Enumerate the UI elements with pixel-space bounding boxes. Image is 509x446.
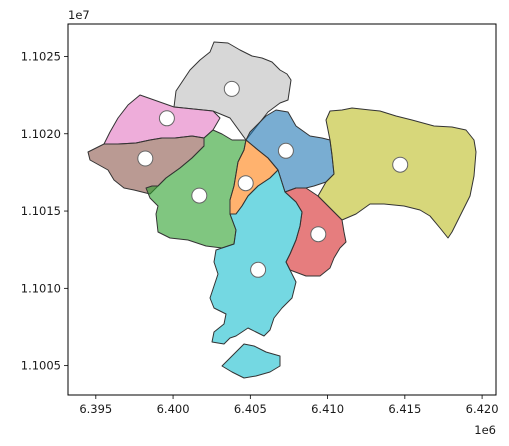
centroids-layer [137, 80, 409, 278]
plot-frame [67, 23, 497, 396]
y-tick-label: 1.1020 [21, 127, 61, 141]
centroid-marker-5 [137, 150, 154, 167]
x-tick-label: 6.420 [466, 402, 499, 416]
x-tick-label: 6.415 [388, 402, 421, 416]
x-tick-label: 6.405 [234, 402, 267, 416]
centroid-marker-3 [277, 142, 294, 159]
y-tick-label: 1.1005 [21, 359, 61, 373]
x-tick-label: 6.410 [311, 402, 344, 416]
y-axis: 1.1005 1.1010 1.1015 1.1020 1.1025 [21, 49, 68, 373]
centroid-marker-8 [310, 226, 327, 243]
centroid-marker-1 [223, 80, 240, 97]
x-tick-label: 6.395 [79, 402, 112, 416]
centroid-marker-7 [237, 175, 254, 192]
x-offset-label: 1e6 [474, 423, 496, 437]
y-tick-label: 1.1010 [21, 281, 61, 295]
centroid-marker-2 [158, 110, 175, 127]
x-axis: 6.395 6.400 6.405 6.410 6.415 6.420 [79, 395, 499, 416]
districts-layer [87, 41, 477, 379]
x-tick-label: 6.400 [157, 402, 190, 416]
y-tick-label: 1.1025 [21, 49, 61, 63]
centroid-marker-9 [250, 261, 267, 278]
centroid-marker-4 [392, 156, 409, 173]
centroid-marker-6 [191, 187, 208, 204]
district-polygon-4 [317, 107, 477, 239]
y-offset-label: 1e7 [68, 8, 90, 22]
y-tick-label: 1.1015 [21, 204, 61, 218]
